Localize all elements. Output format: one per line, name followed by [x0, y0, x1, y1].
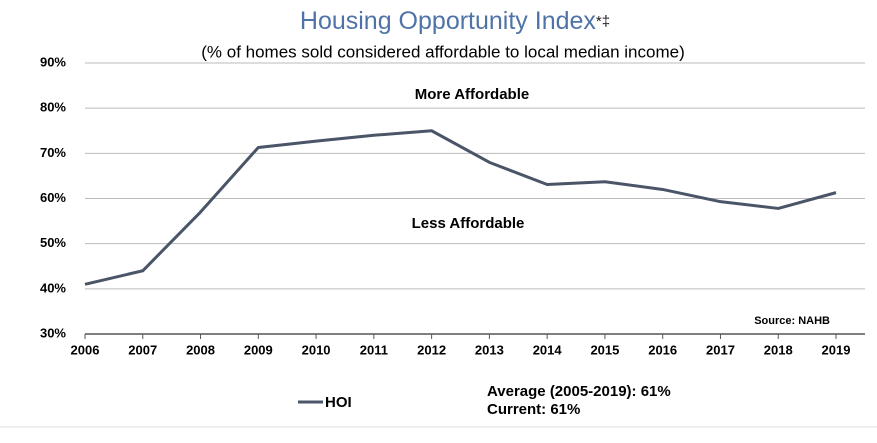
legend-label: HOI	[325, 394, 352, 411]
x-tick-label: 2010	[302, 342, 331, 357]
y-tick-label: 40%	[40, 280, 66, 295]
x-tick-label: 2019	[822, 342, 851, 357]
chart-title: Housing Opportunity Index*‡	[300, 7, 610, 35]
x-tick-label: 2011	[360, 342, 388, 357]
x-tick-label: 2012	[417, 342, 446, 357]
y-tick-label: 60%	[40, 190, 66, 205]
title-text: Housing Opportunity Index	[300, 7, 597, 35]
annotation: More Affordable	[415, 86, 529, 103]
y-tick-label: 80%	[40, 100, 66, 115]
annotation: Less Affordable	[412, 215, 525, 232]
note: Average (2005-2019): 61%	[487, 383, 671, 400]
x-tick-label: 2014	[533, 342, 563, 357]
x-tick-label: 2017	[706, 342, 735, 357]
note: Current: 61%	[487, 401, 580, 418]
x-tick-label: 2008	[186, 342, 215, 357]
x-tick-label: 2015	[590, 342, 619, 357]
x-tick-label: 2018	[764, 342, 793, 357]
x-tick-label: 2016	[648, 342, 677, 357]
y-tick-label: 70%	[40, 145, 66, 160]
line	[84, 129, 837, 286]
source: Source: NAHB	[754, 315, 830, 327]
x-tick-label: 2009	[244, 342, 273, 357]
y-tick-label: 30%	[40, 325, 66, 340]
subtitle: (% of homes sold considered affordable t…	[201, 42, 685, 61]
y-tick-label: 50%	[40, 235, 66, 250]
x-tick-label: 2006	[71, 342, 100, 357]
x-tick-label: 2007	[128, 342, 157, 357]
x-tick-label: 2013	[475, 342, 504, 357]
y-tick-label: 90%	[40, 54, 66, 69]
title-suffix: *‡	[596, 13, 610, 30]
